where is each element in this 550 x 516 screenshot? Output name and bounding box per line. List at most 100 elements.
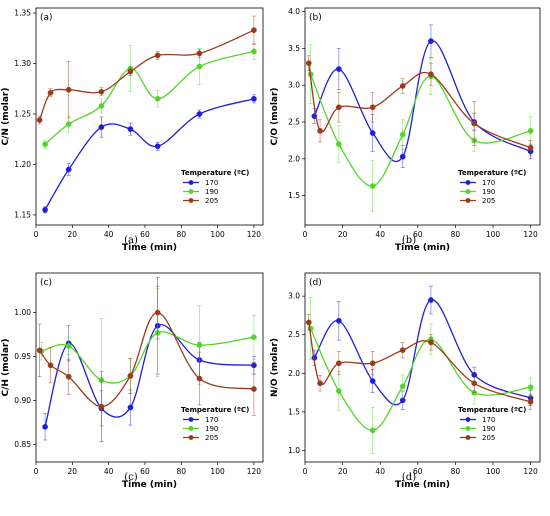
legend-swatch-marker — [188, 198, 194, 203]
data-point — [428, 38, 434, 44]
y-tick-label: 1.00 — [14, 308, 31, 317]
panel-caption: (b) — [402, 235, 416, 246]
legend-entry: 170 — [205, 179, 218, 187]
y-tick-label: 2.0 — [288, 154, 300, 163]
plot-frame — [35, 272, 264, 463]
chart-panel-4: 0 20 40 60 80 100 120 1.0 1.5 2.0 2.5 3.0 Time (min)… — [270, 272, 541, 490]
x-tick-label: 100 — [210, 230, 225, 239]
data-point — [335, 360, 342, 367]
data-point — [335, 317, 342, 324]
series-190 — [307, 297, 534, 454]
data-point — [369, 378, 376, 384]
panel-tag: (c) — [40, 278, 52, 288]
data-point — [98, 103, 105, 109]
chart-panel-2: 0 20 40 60 80 100 120 1.5 2.0 2.5 3.0 3.5 4.0 Time (m… — [270, 7, 541, 253]
data-point — [196, 63, 203, 70]
data-point — [335, 388, 342, 394]
data-point — [42, 141, 48, 148]
x-tick-label: 80 — [451, 467, 461, 476]
data-point — [527, 384, 534, 391]
x-tick-label: 120 — [523, 230, 538, 239]
data-point — [428, 71, 434, 78]
data-point — [127, 68, 134, 75]
x-tick-label: 0 — [34, 467, 39, 476]
x-tick-label: 40 — [104, 230, 114, 239]
y-axis-label: C/N (molar) — [1, 88, 11, 146]
series-170 — [311, 24, 534, 168]
legend-swatch-marker — [465, 417, 471, 422]
y-tick-label: 1.35 — [14, 9, 31, 18]
data-point — [65, 373, 72, 380]
data-point — [196, 342, 203, 348]
x-tick-label: 0 — [303, 467, 308, 476]
legend-swatch-marker — [465, 189, 471, 194]
data-point — [251, 27, 257, 34]
y-tick-label: 1.25 — [14, 109, 31, 118]
data-point — [399, 347, 406, 353]
legend-entry: 190 — [205, 188, 218, 196]
data-point — [399, 153, 406, 160]
legend-entry: 190 — [205, 425, 218, 433]
plot-frame — [35, 7, 264, 226]
data-point — [369, 130, 376, 136]
plot-frame — [304, 7, 541, 226]
legend-swatch-marker — [188, 417, 194, 422]
data-point — [47, 89, 54, 96]
y-tick-label: 1.20 — [14, 160, 31, 169]
x-tick-label: 120 — [247, 230, 262, 239]
data-point — [196, 111, 203, 117]
data-point — [305, 60, 312, 67]
data-point — [317, 127, 323, 134]
series-line — [44, 50, 255, 145]
legend-entry: 170 — [205, 416, 218, 424]
y-tick-label: 0.90 — [14, 396, 31, 405]
legend-swatch-marker — [188, 189, 194, 194]
data-point — [251, 334, 257, 341]
y-tick-label: 2.5 — [288, 330, 300, 339]
data-point — [369, 183, 376, 189]
x-tick-label: 60 — [140, 467, 150, 476]
data-point — [428, 297, 434, 303]
series-line — [313, 299, 531, 406]
data-point — [335, 141, 342, 147]
data-point — [65, 343, 72, 349]
y-axis-label: N/O (molar) — [270, 338, 280, 397]
data-point — [47, 362, 54, 369]
legend-entry: 205 — [482, 197, 495, 205]
data-point — [471, 380, 478, 387]
data-point — [127, 404, 134, 411]
series-170 — [42, 94, 257, 214]
legend-entry: 205 — [205, 197, 218, 205]
data-point — [527, 127, 534, 134]
series-line — [39, 311, 255, 408]
series-line — [310, 328, 531, 432]
y-tick-label: 2.5 — [288, 118, 300, 127]
data-point — [369, 104, 376, 111]
data-point — [317, 380, 323, 387]
data-point — [335, 104, 342, 111]
data-point — [305, 319, 312, 326]
x-axis-label: Time (min) — [122, 243, 177, 253]
plot-frame — [304, 272, 541, 463]
legend-entry: 190 — [482, 188, 495, 196]
y-tick-label: 3.0 — [288, 292, 300, 301]
x-tick-label: 80 — [177, 467, 187, 476]
x-axis-label: Time (min) — [395, 480, 450, 490]
y-tick-label: 1.15 — [14, 210, 31, 219]
x-tick-label: 100 — [210, 467, 225, 476]
data-point — [42, 423, 48, 430]
panel-caption: (c) — [124, 472, 138, 483]
y-tick-label: 0.85 — [14, 440, 31, 449]
data-point — [251, 386, 257, 392]
series-170 — [311, 285, 534, 410]
data-point — [369, 360, 376, 367]
x-tick-label: 20 — [68, 230, 78, 239]
x-tick-label: 120 — [247, 467, 262, 476]
x-tick-label: 40 — [104, 467, 114, 476]
x-tick-label: 60 — [413, 467, 423, 476]
legend-entry: 190 — [482, 425, 495, 433]
